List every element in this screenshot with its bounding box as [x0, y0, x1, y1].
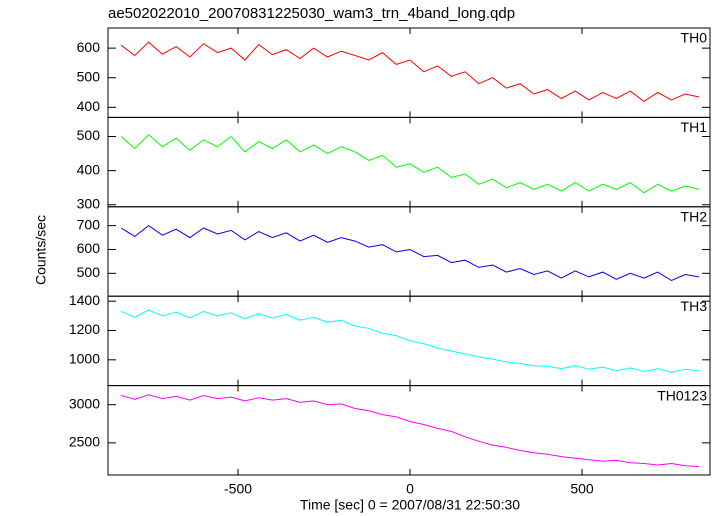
series-label: TH0123	[657, 387, 707, 403]
y-tick-label: 500	[77, 68, 101, 84]
y-tick-label: 1400	[69, 292, 100, 308]
x-tick-label: 500	[570, 481, 594, 497]
data-line	[120, 41, 700, 103]
data-line	[120, 309, 700, 373]
y-axis-label: Counts/sec	[33, 215, 49, 285]
x-tick-label: 0	[406, 481, 414, 497]
y-tick-label: 300	[77, 195, 101, 211]
y-tick-label: 400	[77, 98, 101, 114]
y-tick-label: 700	[77, 216, 101, 232]
data-line	[120, 394, 700, 467]
data-line	[120, 224, 700, 282]
y-tick-label: 600	[77, 39, 101, 55]
y-tick-label: 1200	[69, 321, 100, 337]
y-tick-label: 600	[77, 240, 101, 256]
y-tick-label: 2500	[69, 434, 100, 450]
y-tick-label: 3000	[69, 395, 100, 411]
panel-frame	[107, 385, 711, 476]
series-label: TH2	[681, 209, 708, 225]
x-axis-label: Time [sec] 0 = 2007/08/31 22:50:30	[300, 497, 520, 513]
data-line	[120, 134, 700, 194]
y-tick-label: 500	[77, 264, 101, 280]
panel-frame	[107, 116, 711, 208]
y-tick-label: 1000	[69, 351, 100, 367]
chart-title: ae502022010_20070831225030_wam3_trn_4ban…	[108, 5, 515, 22]
series-label: TH1	[681, 119, 708, 135]
y-tick-label: 500	[77, 127, 101, 143]
panel-frame	[107, 206, 711, 297]
series-label: TH0	[681, 30, 708, 46]
y-tick-label: 400	[77, 161, 101, 177]
panel-frame	[107, 27, 711, 118]
series-label: TH3	[681, 298, 708, 314]
x-tick-label: -500	[224, 481, 252, 497]
